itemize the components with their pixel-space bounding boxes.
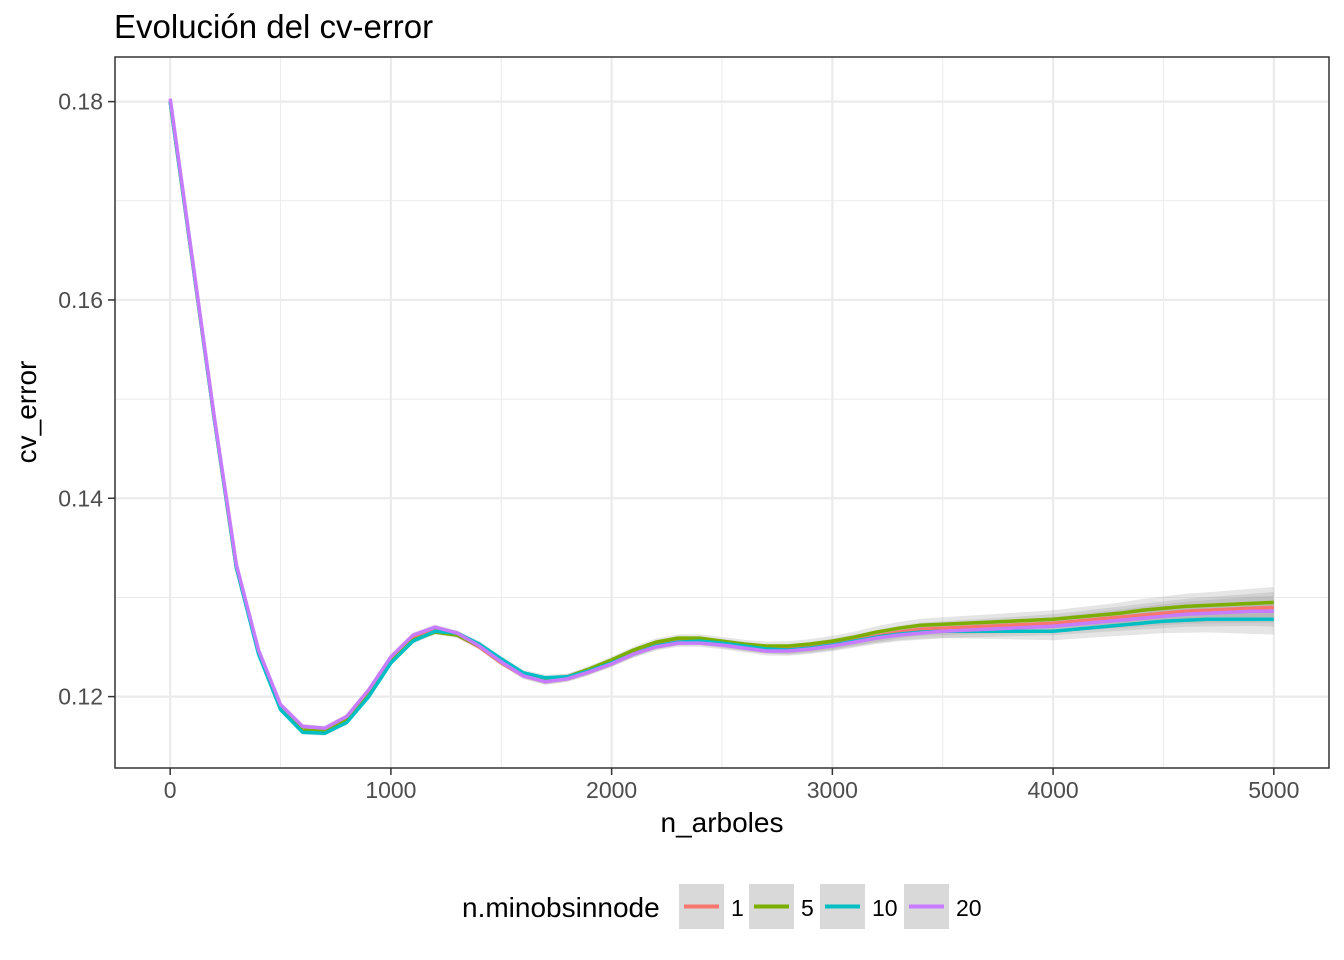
x-axis-ticks: 0 1000 2000 3000 4000 5000: [164, 768, 1299, 803]
series-line-20: [168, 98, 1274, 731]
panel-border: [114, 56, 1330, 769]
grid-minor: [115, 57, 1329, 768]
y-tick-label: 0.12: [58, 684, 103, 710]
legend-label-20: 20: [956, 895, 982, 921]
series-lines: [168, 98, 1274, 736]
legend-label-10: 10: [872, 895, 898, 921]
legend-label-5: 5: [801, 895, 814, 921]
y-tick-label: 0.14: [58, 485, 103, 511]
legend: n.minobsinnode 1 5 10 20: [462, 884, 982, 929]
x-tick-label: 3000: [807, 777, 858, 803]
y-axis-title: cv_error: [11, 361, 42, 464]
x-tick-label: 1000: [365, 777, 416, 803]
x-axis-title: n_arboles: [661, 807, 784, 838]
grid-major: [115, 57, 1329, 768]
x-tick-label: 0: [164, 777, 177, 803]
x-tick-label: 2000: [586, 777, 637, 803]
series-line-10: [168, 101, 1274, 736]
y-tick-label: 0.18: [58, 89, 103, 115]
legend-label-1: 1: [731, 895, 744, 921]
chart-title: Evolución del cv-error: [114, 8, 433, 45]
y-tick-label: 0.16: [58, 287, 103, 313]
legend-title: n.minobsinnode: [462, 892, 660, 923]
x-tick-label: 5000: [1248, 777, 1299, 803]
y-axis-ticks: 0.12 0.14 0.16 0.18: [58, 89, 115, 710]
x-tick-label: 4000: [1028, 777, 1079, 803]
